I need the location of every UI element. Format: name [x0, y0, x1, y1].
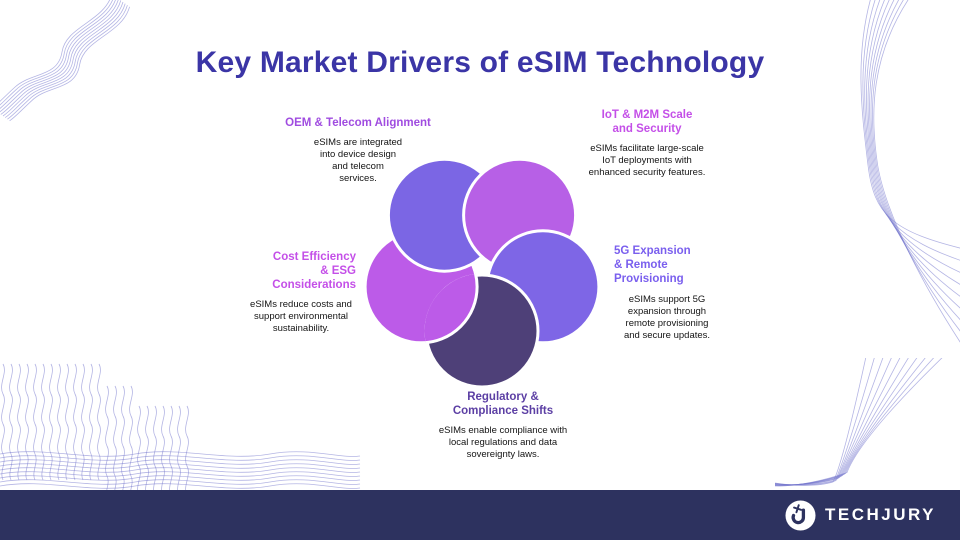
page-title: Key Market Drivers of eSIM Technology: [195, 46, 765, 79]
driver-block-5g-expansion-remote-provisioning: 5G Expansion & Remote Provisioning eSIMs…: [614, 244, 720, 342]
driver-description: eSIMs facilitate large-scale IoT deploym…: [588, 143, 706, 178]
driver-description: eSIMs support 5G expansion through remot…: [623, 294, 711, 341]
driver-block-regulatory-compliance-shifts: Regulatory & Compliance Shifts eSIMs ena…: [423, 390, 583, 461]
driver-block-iot-m2m-scale-security: IoT & M2M Scale and Security eSIMs facil…: [582, 108, 712, 179]
driver-heading: Regulatory & Compliance Shifts: [452, 391, 554, 417]
driver-block-cost-efficiency-esg: Cost Efficiency & ESG Considerations eSI…: [246, 250, 356, 335]
wave-decoration-bottom-left: [0, 363, 361, 490]
brand-lockup: TECHJURY: [785, 490, 936, 540]
driver-block-oem-telecom-alignment: OEM & Telecom Alignment eSIMs are integr…: [278, 116, 438, 185]
driver-heading: Cost Efficiency & ESG Considerations: [272, 251, 356, 291]
footer-bar: TECHJURY: [0, 490, 960, 540]
driver-heading: 5G Expansion & Remote Provisioning: [614, 245, 691, 285]
driver-description: eSIMs enable compliance with local regul…: [438, 425, 568, 460]
techjury-logo-icon: [785, 499, 816, 531]
driver-heading: IoT & M2M Scale and Security: [601, 109, 693, 135]
driver-description: eSIMs are integrated into device design …: [313, 137, 403, 184]
pinwheel-petal-left-overlap: [424, 273, 479, 345]
wave-decoration-bottom-right: [775, 358, 943, 487]
driver-description: eSIMs reduce costs and support environme…: [250, 299, 352, 334]
brand-name: TECHJURY: [825, 505, 936, 524]
driver-heading: OEM & Telecom Alignment: [285, 117, 431, 129]
esim-drivers-pinwheel-diagram: [363, 157, 601, 389]
